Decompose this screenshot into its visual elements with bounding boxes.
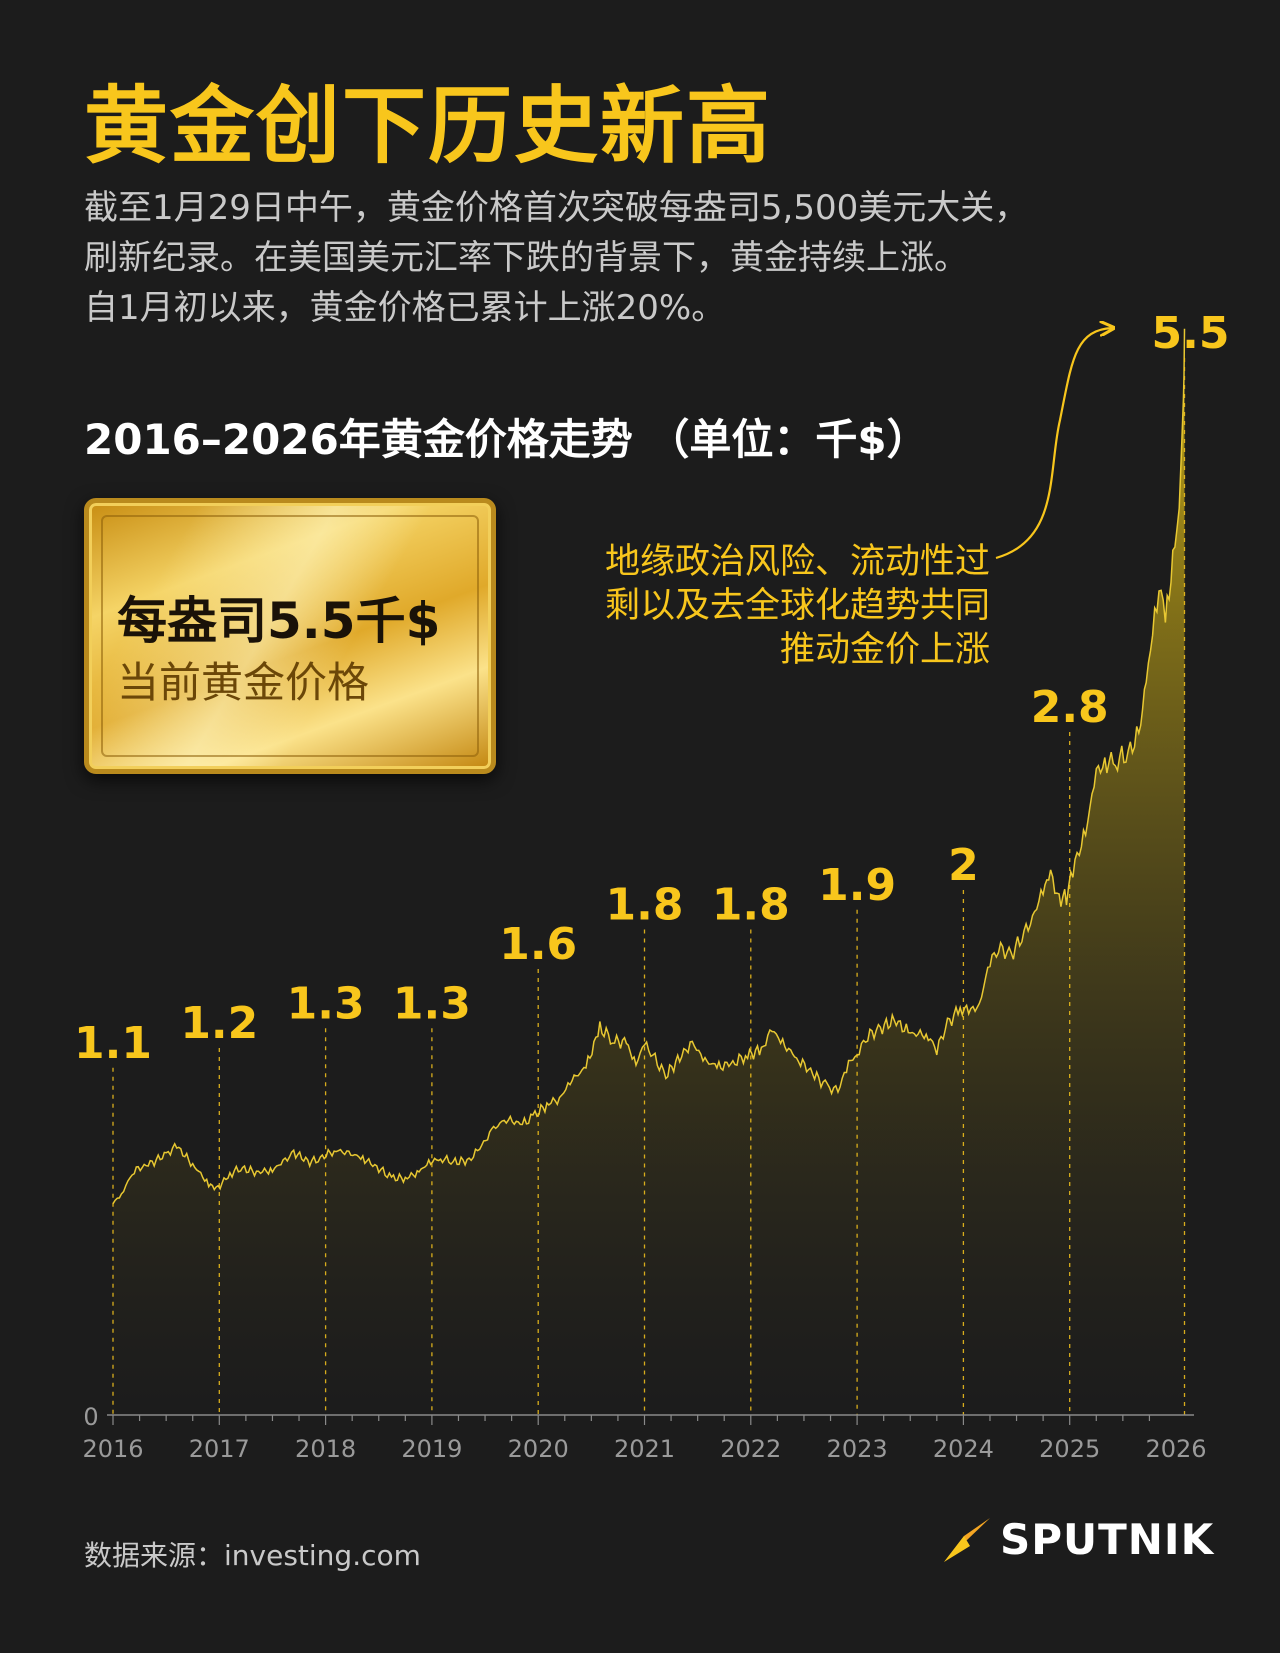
- x-tick-label-2023: 2023: [827, 1435, 888, 1463]
- x-tick-label-2016: 2016: [82, 1435, 143, 1463]
- gold-bar-price-label: 每盎司5.5千$: [117, 592, 441, 650]
- value-label-1.9: 1.9: [818, 860, 896, 911]
- page-title: 黄金创下历史新高: [84, 77, 773, 175]
- value-label-2: 2: [948, 840, 979, 891]
- y-tick-label-0: 0: [83, 1403, 98, 1431]
- subtitle: 截至1月29日中午，黄金价格首次突破每盎司5,500美元大关， 刷新纪录。在美国…: [84, 183, 1144, 333]
- price-area: [113, 328, 1185, 1415]
- value-label-1.6: 1.6: [499, 919, 577, 970]
- value-label-1.2: 1.2: [180, 998, 258, 1049]
- x-tick-label-2024: 2024: [933, 1435, 994, 1463]
- annotation-arrow: [995, 328, 1112, 560]
- data-source: 数据来源：investing.com: [84, 1539, 421, 1572]
- value-label-1.8: 1.8: [606, 880, 684, 931]
- value-label-1.8: 1.8: [712, 880, 790, 931]
- chart-heading: 2016–2026年黄金价格走势 （单位：千$）: [84, 415, 929, 464]
- x-tick-label-2026: 2026: [1145, 1435, 1206, 1463]
- x-tick-label-2020: 2020: [508, 1435, 569, 1463]
- x-tick-label-2017: 2017: [189, 1435, 250, 1463]
- price-line: [112, 328, 1186, 1205]
- x-tick-label-2025: 2025: [1039, 1435, 1100, 1463]
- x-tick-label-2021: 2021: [614, 1435, 675, 1463]
- x-tick-label-2022: 2022: [720, 1435, 781, 1463]
- annotation-line-2: 剩以及去全球化趋势共同: [604, 586, 990, 626]
- subtitle-line-2: 刷新纪录。在美国美元汇率下跌的背景下，黄金持续上涨。: [84, 238, 968, 278]
- value-label-1.3: 1.3: [287, 978, 365, 1029]
- value-label-1.3: 1.3: [393, 978, 471, 1029]
- sputnik-logo-icon: [944, 1518, 990, 1562]
- value-label-1.1: 1.1: [74, 1018, 152, 1069]
- x-tick-label-2018: 2018: [295, 1435, 356, 1463]
- sputnik-logo-text: SPUTNIK: [1000, 1514, 1215, 1564]
- subtitle-line-3: 自1月初以来，黄金价格已累计上涨20%。: [84, 288, 726, 328]
- subtitle-line-1: 截至1月29日中午，黄金价格首次突破每盎司5,500美元大关，: [84, 188, 1029, 228]
- value-label-5.5: 5.5: [1152, 308, 1230, 359]
- sputnik-logo: SPUTNIK: [940, 1512, 1214, 1566]
- annotation-line-3: 推动金价上涨: [779, 630, 990, 670]
- annotation-line-1: 地缘政治风险、流动性过: [604, 542, 990, 582]
- x-tick-label-2019: 2019: [401, 1435, 462, 1463]
- gold-bar-caption: 当前黄金价格: [117, 658, 370, 707]
- chart-annotation: 地缘政治风险、流动性过 剩以及去全球化趋势共同 推动金价上涨: [550, 540, 990, 672]
- gold-bar-image: 每盎司5.5千$ 当前黄金价格: [84, 498, 496, 774]
- gold-bar-inner-frame: [101, 515, 479, 757]
- value-label-2.8: 2.8: [1031, 682, 1109, 733]
